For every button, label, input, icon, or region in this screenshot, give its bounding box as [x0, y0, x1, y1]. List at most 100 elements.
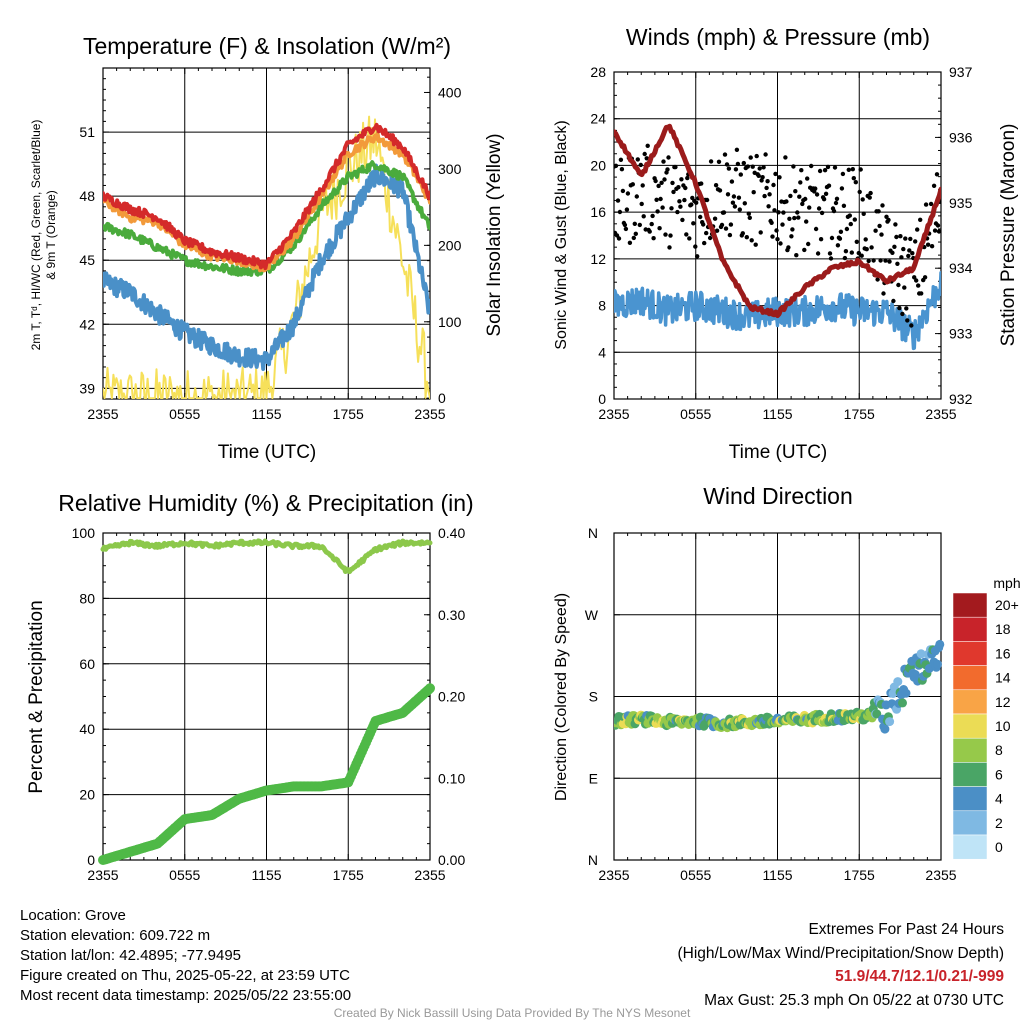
gust-point	[815, 251, 821, 256]
gust-point	[727, 232, 733, 238]
gust-point	[737, 207, 742, 212]
relative-humidity-line	[100, 538, 433, 575]
x-tick-label: 1155	[251, 406, 281, 422]
y-tick-label: 24	[590, 111, 606, 127]
gust-point	[803, 196, 808, 202]
y2-tick-label: 0.30	[438, 607, 465, 623]
y-tick-label: 4	[598, 344, 606, 360]
gust-point	[887, 259, 892, 264]
latlon-text: Station lat/lon: 42.4895; -77.9495	[20, 947, 242, 964]
winds-panel: 2355 0555 1155 1755 235504812162024289329339…	[553, 24, 1019, 463]
gust-point	[744, 235, 749, 240]
gust-point	[679, 177, 684, 182]
x-tick-label: 2355	[925, 867, 956, 883]
gust-point	[838, 229, 844, 234]
gust-point	[645, 143, 650, 148]
gust-point	[714, 228, 720, 233]
gust-point	[699, 181, 704, 186]
direction-point	[880, 724, 890, 734]
direction-tick-label: W	[585, 607, 599, 623]
gust-point	[682, 197, 687, 203]
gust-point	[614, 163, 619, 168]
gust-point	[790, 227, 795, 232]
gust-point	[658, 196, 663, 202]
gust-point	[818, 237, 824, 242]
winds-x-label: Time (UTC)	[729, 442, 828, 463]
gust-point	[770, 234, 775, 239]
gust-point	[717, 188, 723, 193]
x-tick-label: 1755	[333, 867, 364, 883]
gust-point	[740, 231, 745, 236]
gust-point	[871, 258, 876, 263]
direction-point	[872, 709, 882, 719]
x-tick-label: 1155	[762, 406, 792, 422]
gust-point	[694, 200, 699, 205]
gust-point	[725, 192, 731, 197]
humidity-title: Relative Humidity (%) & Precipitation (i…	[58, 490, 473, 516]
gust-point	[833, 200, 839, 206]
gust-point	[849, 250, 854, 255]
temperature-series	[103, 115, 430, 399]
gust-point	[846, 167, 851, 172]
gust-point	[622, 222, 628, 228]
gust-point	[784, 199, 789, 204]
gust-point	[777, 175, 782, 180]
legend-swatch	[952, 762, 988, 787]
gust-point	[722, 152, 728, 157]
speed-legend: mph 20+ 18 16 14 12 10 8 6 4 2 0	[952, 575, 1021, 860]
extremes-title: Extremes For Past 24 Hours	[808, 921, 1004, 938]
gust-point	[851, 176, 856, 181]
gust-point	[624, 207, 630, 212]
gust-point	[663, 232, 668, 237]
gust-point	[678, 204, 683, 209]
x-tick-label: 2355	[598, 867, 629, 883]
gust-point	[923, 202, 929, 207]
gust-point	[857, 189, 862, 195]
gust-point	[831, 208, 837, 214]
gust-point	[912, 275, 917, 280]
y2-tick-label: 200	[438, 237, 462, 253]
gust-point	[670, 180, 675, 186]
gust-point	[778, 241, 783, 246]
gust-point	[650, 213, 655, 219]
gust-point	[685, 175, 690, 181]
gust-point	[814, 192, 820, 197]
gust-point	[745, 164, 750, 169]
gust-point	[789, 234, 794, 239]
gust-point	[844, 226, 850, 232]
gust-point	[772, 208, 777, 213]
direction-point	[933, 659, 942, 669]
precipitation-point	[425, 683, 435, 694]
gust-point	[899, 255, 904, 260]
gust-point	[776, 210, 781, 215]
gust-point	[665, 167, 670, 172]
legend-label: 16	[995, 645, 1011, 661]
legend-swatch	[952, 786, 988, 812]
winds-y-label: Sonic Wind & Gust (Blue, Black)	[553, 120, 570, 349]
direction-point	[898, 698, 907, 708]
gust-point	[854, 239, 859, 244]
gust-point	[637, 222, 642, 228]
gust-point	[761, 165, 766, 170]
gust-point	[767, 192, 772, 197]
gust-point	[666, 155, 671, 160]
legend-label: 14	[995, 670, 1011, 686]
gust-point	[687, 236, 692, 241]
gust-point	[617, 209, 623, 215]
gust-point	[897, 305, 902, 311]
gust-point	[769, 220, 774, 225]
gust-point	[748, 155, 753, 160]
gust-point	[627, 240, 633, 245]
gust-point	[704, 197, 710, 203]
temperature-y2-label: Solar Insolation (Yellow)	[484, 133, 505, 336]
gust-point	[775, 237, 780, 242]
y2-tick-label: 100	[438, 314, 462, 330]
gust-point	[659, 180, 664, 185]
gust-point	[869, 245, 874, 250]
y2-tick-label: 936	[949, 129, 973, 145]
gust-point	[684, 232, 689, 237]
gust-point	[928, 201, 934, 207]
gust-point	[798, 180, 803, 185]
gust-point	[716, 159, 722, 164]
